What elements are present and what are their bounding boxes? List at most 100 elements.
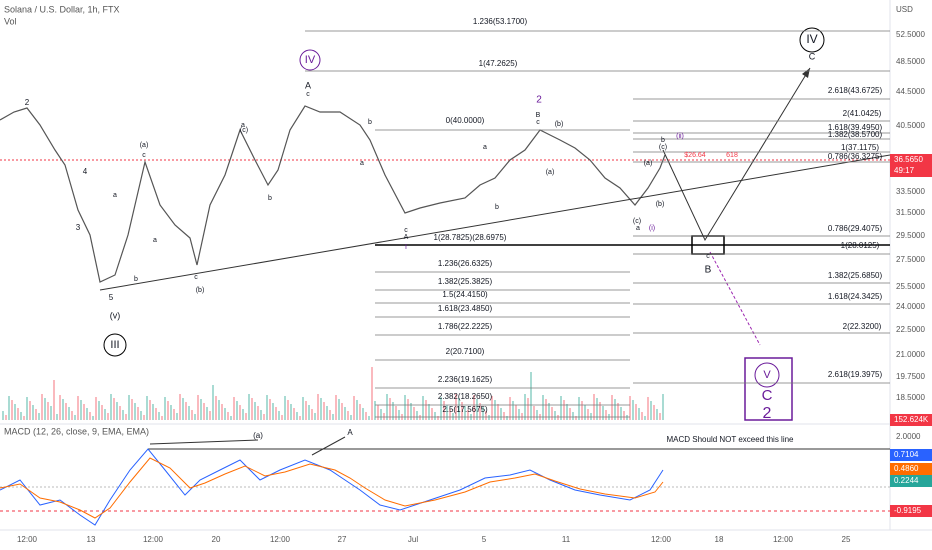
volume-bar: [86, 408, 88, 420]
volume-bar: [422, 396, 424, 420]
price-axis-label: 44.5000: [896, 87, 925, 96]
volume-bar: [533, 406, 535, 420]
volume-bar: [20, 412, 22, 420]
volume-bar: [332, 414, 334, 420]
volume-bar: [173, 409, 175, 420]
volume-bar: [473, 395, 475, 420]
volume-bar: [107, 413, 109, 420]
volume-bar: [476, 399, 478, 420]
macd-annotation-arrow: [149, 436, 346, 456]
volume-bar: [293, 408, 295, 420]
last-price: 36.5650: [894, 155, 923, 164]
time-axis-label: Jul: [408, 535, 418, 544]
wave-label: a: [483, 144, 487, 151]
volume-bar: [356, 400, 358, 420]
volume-bar: [236, 401, 238, 420]
volume-bar: [407, 399, 409, 420]
wave-label: c: [142, 152, 146, 159]
volume-label: Vol: [4, 16, 17, 26]
volume-bar: [512, 401, 514, 420]
fib-label: 1.382(25.3825): [438, 277, 493, 286]
volume-bar: [521, 413, 523, 420]
volume-bar: [35, 409, 37, 420]
fib-label: 2.618(43.6725): [828, 86, 883, 95]
fib-label: 2.618(19.3975): [828, 370, 883, 379]
volume-bar: [257, 406, 259, 420]
volume-bar: [347, 411, 349, 420]
volume-bar: [488, 415, 490, 420]
wave-label: c: [194, 274, 198, 281]
volume-bar: [314, 413, 316, 420]
volume-bar: [128, 395, 130, 420]
wave-label: 2: [763, 405, 772, 422]
volume-bar: [482, 407, 484, 420]
volume-bar: [89, 412, 91, 420]
volume-bar: [110, 394, 112, 420]
volume-bar: [341, 403, 343, 420]
volume-bar: [581, 401, 583, 420]
target-box: [744, 357, 793, 421]
volume-bar: [650, 401, 652, 420]
volume-bar: [383, 413, 385, 420]
volume-bar: [518, 409, 520, 420]
volume-last-bg: [890, 414, 932, 426]
volume-bar: [569, 408, 571, 420]
volume-bar: [116, 402, 118, 420]
volume-bar: [182, 398, 184, 420]
fib-label: 1(28.7825)(28.6975): [434, 233, 507, 242]
volume-bar: [275, 407, 277, 420]
wave-label: c: [404, 227, 408, 234]
volume-bar: [320, 398, 322, 420]
wave-label: (b): [555, 121, 564, 128]
target-note: 618: [726, 152, 738, 159]
volume-bar: [659, 413, 661, 420]
volume-bar: [437, 416, 439, 420]
wave-label: 4: [83, 167, 88, 176]
macd-label: A: [347, 428, 353, 437]
fib-label: 1.236(53.1700): [473, 17, 528, 26]
fib-label: 1.618(39.4950): [828, 123, 883, 132]
volume-bar: [206, 407, 208, 420]
volume-bar: [635, 404, 637, 420]
volume-bar: [563, 400, 565, 420]
volume-bar: [416, 411, 418, 420]
fib-label: 2(22.3200): [843, 322, 882, 331]
volume-bar: [410, 403, 412, 420]
fib-label: 1.618(24.3425): [828, 292, 883, 301]
volume-bar: [71, 411, 73, 420]
volume-bar: [221, 404, 223, 420]
volume-bar: [233, 397, 235, 420]
fib-label: 1.5(24.4150): [442, 290, 488, 299]
wave-label: a: [113, 192, 117, 199]
volume-bar: [119, 406, 121, 420]
volume-bar: [614, 399, 616, 420]
volume-bar: [227, 412, 229, 420]
price-axis-label: 22.5000: [896, 325, 925, 334]
volume-bar: [605, 410, 607, 420]
volume-bar: [146, 396, 148, 420]
volume-bar: [179, 394, 181, 420]
fib-label: 1(37.1175): [841, 143, 879, 152]
volume-bar: [251, 398, 253, 420]
wave-label: C: [809, 51, 816, 61]
volume-bar: [620, 407, 622, 420]
volume-bar: [290, 404, 292, 420]
volume-bar: [269, 399, 271, 420]
fib-label: 1.382(25.6850): [828, 271, 883, 280]
volume-bar: [374, 401, 376, 420]
volume-bar: [209, 411, 211, 420]
wave-label: c: [306, 91, 310, 98]
volume-bar: [578, 397, 580, 420]
volume-bar: [425, 400, 427, 420]
volume-bar: [140, 411, 142, 420]
volume-bar: [134, 403, 136, 420]
arrow-head: [802, 68, 810, 78]
wave-label: 3: [76, 223, 81, 232]
volume-bar: [230, 416, 232, 420]
volume-bar: [524, 394, 526, 420]
volume-bar: [5, 415, 7, 420]
volume-bar: [554, 411, 556, 420]
wave-label: (b): [196, 287, 205, 294]
macd-line-value: 0.4860: [894, 464, 919, 473]
wave-label: (a): [546, 169, 555, 176]
